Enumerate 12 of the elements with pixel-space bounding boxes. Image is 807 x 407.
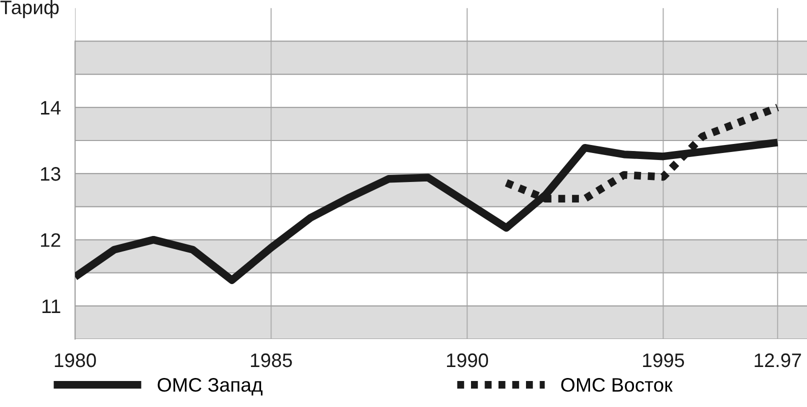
legend-label: ОМС Запад xyxy=(158,378,262,396)
x-tick-label: 1995 xyxy=(643,353,684,368)
x-tick-label: 1990 xyxy=(447,353,488,368)
y-tick-label: 13 xyxy=(41,167,60,181)
legend-label: ОМС Восток xyxy=(561,378,673,392)
y-tick-label: 11 xyxy=(42,300,60,313)
y-tick-label: 14 xyxy=(41,101,61,114)
x-tick-label: 12.97 xyxy=(754,353,801,368)
x-tick-label: 1980 xyxy=(54,353,96,368)
y-axis-title: Тариф xyxy=(0,0,59,18)
y-tick-label: 12 xyxy=(41,233,60,247)
x-tick-label: 1985 xyxy=(250,353,292,368)
